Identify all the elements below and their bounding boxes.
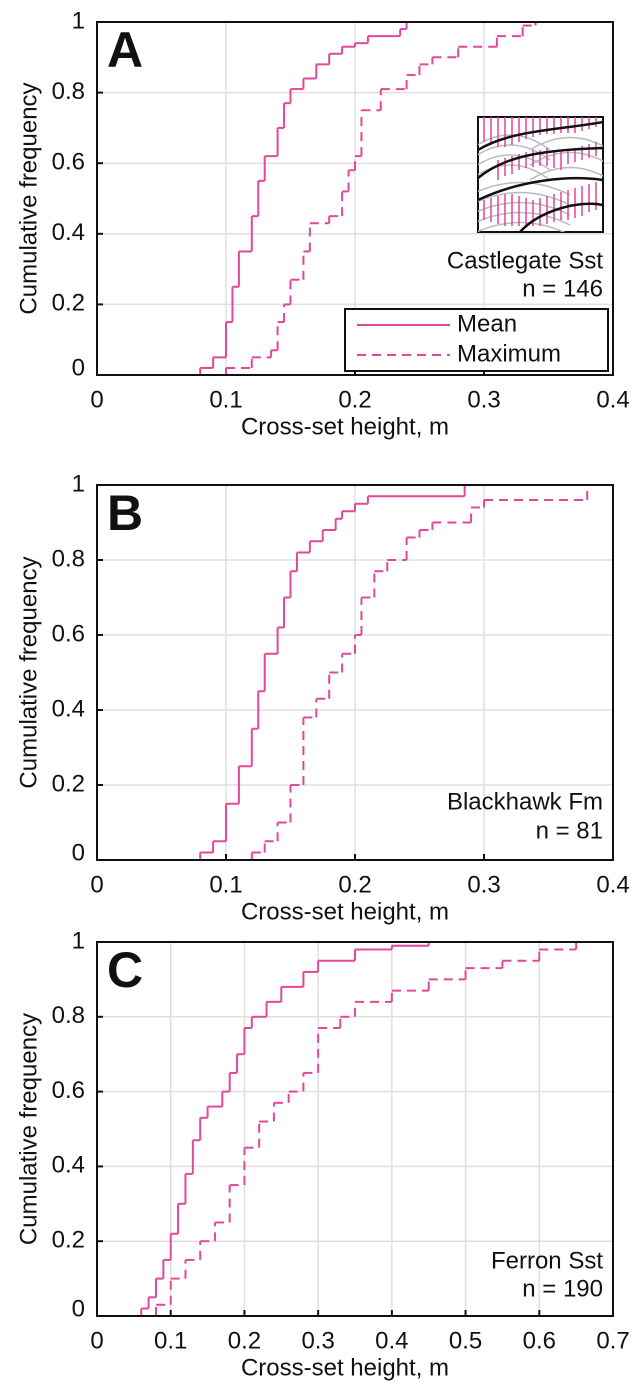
y-tick-label: 0.6 xyxy=(52,1077,85,1104)
x-tick-label: 0.4 xyxy=(596,386,629,413)
annotation: Blackhawk Fm xyxy=(447,788,603,815)
x-axis-title: Cross-set height, m xyxy=(241,413,449,440)
x-tick-label: 0 xyxy=(90,871,103,898)
legend-label: Maximum xyxy=(457,340,561,367)
x-tick-label: 0.4 xyxy=(375,1327,408,1354)
panel-label: A xyxy=(107,22,143,78)
x-tick-label: 0.6 xyxy=(523,1327,556,1354)
y-tick-label: 0.6 xyxy=(52,149,85,176)
annotation: Ferron Sst xyxy=(491,1247,603,1274)
y-tick-label: 0.4 xyxy=(52,219,85,246)
x-axis-title: Cross-set height, m xyxy=(241,898,449,925)
x-axis-title: Cross-set height, m xyxy=(241,1354,449,1381)
x-tick-label: 0.3 xyxy=(301,1327,334,1354)
axes-frame xyxy=(96,21,614,376)
y-tick-label: 0.2 xyxy=(52,1227,85,1254)
annotation: Castlegate Sst xyxy=(447,247,603,274)
annotation: n = 81 xyxy=(536,817,603,844)
y-tick-label: 0 xyxy=(72,354,85,381)
panel-label: C xyxy=(107,942,143,998)
x-tick-label: 0.7 xyxy=(596,1327,629,1354)
x-tick-label: 0.3 xyxy=(467,386,500,413)
series xyxy=(137,941,613,1317)
x-tick-label: 0 xyxy=(90,386,103,413)
legend-box xyxy=(344,308,609,372)
y-tick-label: 0.2 xyxy=(52,290,85,317)
x-tick-label: 0.1 xyxy=(209,386,242,413)
inset-diagram xyxy=(477,116,604,233)
x-tick-label: 0.4 xyxy=(596,871,629,898)
y-tick-label: 1 xyxy=(72,7,85,34)
series xyxy=(148,941,613,1317)
x-tick-label: 0.2 xyxy=(228,1327,261,1354)
x-tick-label: 0.1 xyxy=(209,871,242,898)
y-axis-title: Cumulative frequency xyxy=(15,1013,42,1245)
legend-label: Mean xyxy=(457,310,517,337)
y-tick-label: 0.4 xyxy=(52,1152,85,1179)
y-tick-label: 1 xyxy=(72,470,85,497)
x-tick-label: 0.2 xyxy=(338,871,371,898)
annotation: n = 190 xyxy=(522,1275,603,1302)
annotation: n = 146 xyxy=(522,275,603,302)
x-tick-label: 0 xyxy=(90,1327,103,1354)
y-axis-title: Cumulative frequency xyxy=(15,556,42,788)
y-tick-label: 0 xyxy=(72,839,85,866)
panel-label: B xyxy=(107,485,143,541)
x-tick-label: 0.1 xyxy=(154,1327,187,1354)
y-tick-label: 0.8 xyxy=(52,1002,85,1029)
x-tick-label: 0.3 xyxy=(467,871,500,898)
axes-frame xyxy=(96,484,614,861)
y-tick-label: 0 xyxy=(72,1295,85,1322)
y-axis-title: Cumulative frequency xyxy=(15,82,42,314)
y-tick-label: 0.8 xyxy=(52,78,85,105)
y-tick-label: 0.2 xyxy=(52,770,85,797)
y-tick-label: 0.6 xyxy=(52,620,85,647)
axes-frame xyxy=(96,941,614,1317)
x-tick-label: 0.5 xyxy=(449,1327,482,1354)
x-tick-label: 0.2 xyxy=(338,386,371,413)
y-tick-label: 1 xyxy=(72,927,85,954)
y-tick-label: 0.4 xyxy=(52,695,85,722)
y-tick-label: 0.8 xyxy=(52,545,85,572)
